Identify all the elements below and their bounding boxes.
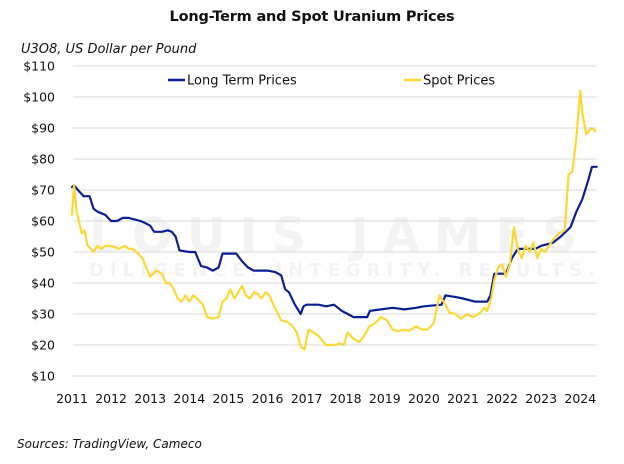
watermark: LOUIS JAMES DILIGENCE. INTEGRITY. RESULT… — [89, 208, 601, 281]
y-tick-label: $70 — [31, 183, 55, 198]
y-tick-label: $80 — [31, 152, 55, 167]
x-tick-label: 2013 — [134, 391, 166, 406]
y-tick-label: $100 — [23, 90, 55, 105]
legend-label: Spot Prices — [423, 74, 495, 89]
chart-subtitle: U3O8, US Dollar per Pound — [21, 42, 197, 57]
y-tick-label: $90 — [31, 121, 55, 136]
y-tick-label: $60 — [31, 214, 55, 229]
watermark-line2: DILIGENCE. INTEGRITY. RESULTS. — [89, 260, 601, 281]
chart-title: Long-Term and Spot Uranium Prices — [169, 9, 455, 25]
x-tick-label: 2022 — [486, 391, 518, 406]
y-tick-label: $20 — [31, 338, 55, 353]
source-note: Sources: TradingView, Cameco — [17, 437, 202, 451]
x-tick-label: 2021 — [447, 391, 479, 406]
x-tick-label: 2012 — [95, 391, 127, 406]
x-tick-label: 2016 — [252, 391, 284, 406]
x-axis-ticks: 2011 2012 2013 2014 2015 2016 2017 2018 2019 2020… — [56, 391, 596, 406]
x-tick-label: 2017 — [291, 391, 323, 406]
x-tick-label: 2011 — [56, 391, 88, 406]
watermark-line1: LOUIS JAMES — [89, 208, 591, 264]
x-tick-label: 2014 — [173, 391, 205, 406]
y-tick-label: $40 — [31, 276, 55, 291]
x-tick-label: 2015 — [212, 391, 244, 406]
y-tick-label: $50 — [31, 245, 55, 260]
x-tick-label: 2023 — [525, 391, 557, 406]
gridlines — [73, 65, 596, 377]
legend: Long Term Prices Spot Prices — [168, 74, 495, 89]
y-tick-label: $110 — [23, 59, 55, 74]
x-tick-label: 2018 — [330, 391, 362, 406]
y-tick-label: $10 — [31, 369, 55, 384]
x-tick-label: 2020 — [408, 391, 440, 406]
x-tick-label: 2024 — [564, 391, 596, 406]
series-lines — [70, 89, 598, 351]
x-tick-label: 2019 — [369, 391, 401, 406]
y-axis-ticks: $10 $20 $30 $40 $50 $60 $70 $80 $90 $100 $110 — [23, 59, 55, 384]
legend-label: Long Term Prices — [187, 74, 297, 89]
series-line-spot-prices — [70, 89, 597, 351]
y-tick-label: $30 — [31, 307, 55, 322]
